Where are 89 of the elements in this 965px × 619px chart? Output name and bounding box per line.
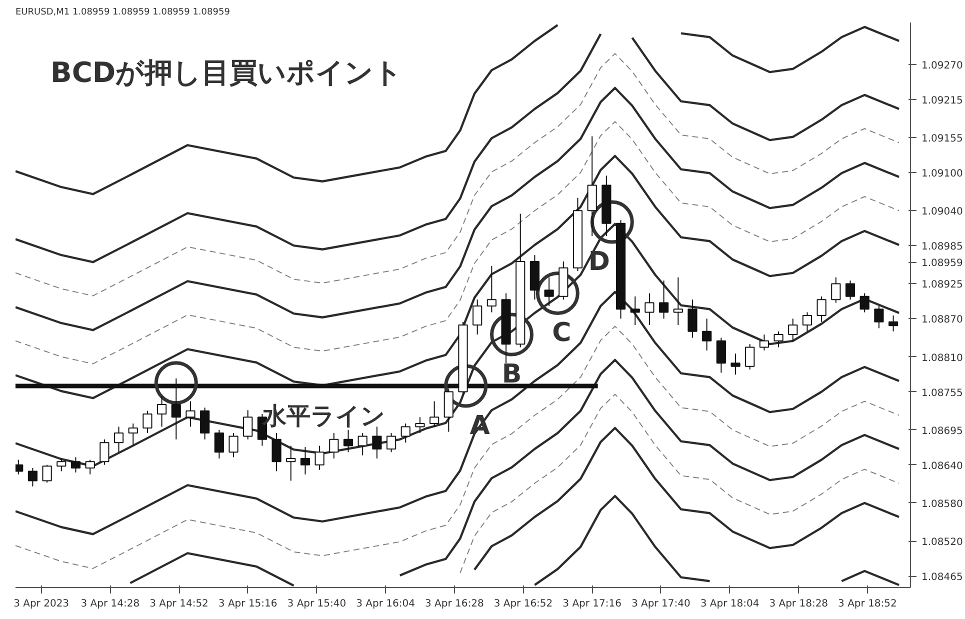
y-tick-label: 1.08985 <box>922 242 963 253</box>
candlestick <box>802 312 812 332</box>
x-tick-label: 3 Apr 18:04 <box>700 598 760 610</box>
line-series <box>460 394 900 574</box>
candlestick <box>644 292 654 326</box>
candlestick <box>42 464 52 484</box>
candlestick <box>156 396 167 428</box>
candlestick <box>788 318 798 342</box>
candlestick <box>343 429 354 453</box>
candlestick <box>774 330 784 348</box>
candlestick <box>372 426 382 459</box>
y-tick-label: 1.08925 <box>922 280 963 291</box>
candlestick <box>730 353 740 376</box>
x-tick-label: 3 Apr 2023 <box>14 598 70 610</box>
candlestick <box>56 458 66 472</box>
candlestick <box>85 459 95 475</box>
chart-title: EURUSD,M1 1.08959 1.08959 1.08959 1.08959 <box>16 8 230 18</box>
x-tick-label: 3 Apr 16:04 <box>356 598 415 610</box>
candlestick <box>228 432 238 458</box>
candlestick <box>486 265 496 313</box>
candlestick <box>386 432 396 453</box>
y-tick-label: 1.09270 <box>922 60 963 72</box>
candlestick <box>100 438 110 466</box>
y-tick-label: 1.08465 <box>922 572 963 584</box>
candlestick <box>874 305 884 329</box>
y-tick-label: 1.08520 <box>922 537 963 548</box>
candlestick <box>745 344 755 370</box>
candlestick <box>186 400 196 428</box>
x-tick-label: 3 Apr 17:40 <box>632 598 690 610</box>
y-tick-label: 1.08810 <box>922 352 963 364</box>
y-tick-label: 1.08580 <box>922 498 963 510</box>
y-tick-label: 1.08870 <box>922 314 963 326</box>
annotation: C <box>552 318 572 348</box>
candlestick <box>716 337 726 374</box>
y-tick-label: 1.08959 <box>922 258 963 270</box>
candlestick <box>114 426 124 453</box>
candlestick <box>845 280 856 300</box>
x-tick-label: 3 Apr 15:40 <box>287 598 346 610</box>
y-tick-label: 1.08640 <box>922 460 963 472</box>
candlestick <box>28 468 38 487</box>
annotation: BCDが押し目買いポイント <box>50 56 403 89</box>
candlestick <box>415 416 425 434</box>
candlestick <box>860 292 870 313</box>
line-series <box>16 290 900 536</box>
y-tick-label: 1.09040 <box>922 206 963 218</box>
candlestick <box>358 432 368 456</box>
x-tick-label: 3 Apr 15:16 <box>218 598 278 610</box>
candlestick <box>400 423 410 444</box>
x-tick-label: 3 Apr 18:28 <box>769 598 828 610</box>
candlestick <box>659 280 669 320</box>
x-tick-label: 3 Apr 16:52 <box>494 598 553 610</box>
candlestick <box>430 400 440 428</box>
x-tick-label: 3 Apr 16:28 <box>424 598 484 610</box>
candlestick <box>759 334 770 351</box>
candlestick <box>688 299 698 338</box>
candlestick <box>214 429 224 459</box>
annotation: B <box>502 360 522 390</box>
candlestick <box>831 276 841 304</box>
candlestick <box>816 296 826 322</box>
x-tick-label: 3 Apr 17:16 <box>562 598 622 610</box>
line-series <box>16 53 900 296</box>
candlestick <box>70 456 81 473</box>
candlestick <box>128 423 138 445</box>
candlestick <box>142 410 152 434</box>
y-tick-label: 1.09100 <box>922 168 963 180</box>
candlestick <box>888 314 898 332</box>
y-tick-label: 1.08695 <box>922 426 963 437</box>
y-tick-label: 1.09155 <box>922 134 963 145</box>
line-series <box>16 121 900 364</box>
annotation: 水平ライン <box>262 402 386 430</box>
y-tick-label: 1.08755 <box>922 388 963 399</box>
candlestick <box>673 276 683 326</box>
candlestick <box>286 445 296 482</box>
candlestick <box>472 299 482 336</box>
candlestick <box>300 446 310 475</box>
candlestick <box>329 432 339 459</box>
candlestick <box>630 296 640 326</box>
candlestick <box>200 407 210 440</box>
candlestick <box>272 432 282 472</box>
x-tick-label: 3 Apr 18:52 <box>838 598 897 610</box>
y-tick-label: 1.09215 <box>922 95 963 106</box>
x-tick-label: 3 Apr 14:28 <box>80 598 140 610</box>
x-tick-label: 3 Apr 14:52 <box>150 598 208 610</box>
candlestick <box>314 445 324 470</box>
candlestick <box>243 410 253 440</box>
candlestick <box>544 276 554 306</box>
annotation: D <box>588 247 610 278</box>
point <box>154 361 198 405</box>
candlestick <box>702 318 712 351</box>
